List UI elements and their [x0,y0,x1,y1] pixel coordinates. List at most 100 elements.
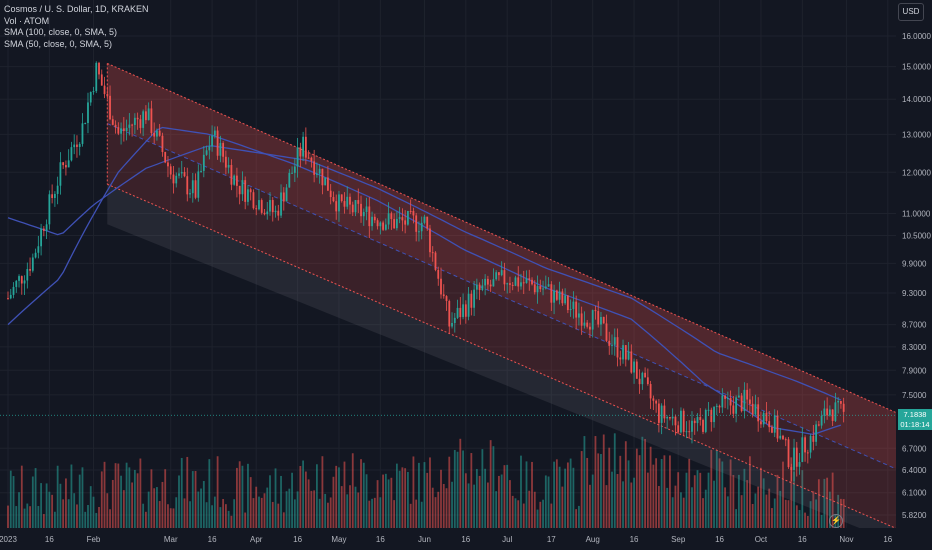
volume-bar [73,493,76,528]
candle [81,113,84,147]
volume-bar [539,501,542,528]
volume-bar [18,492,20,528]
volume-bar [224,504,227,528]
candle [368,197,371,239]
candle [644,367,646,378]
volume-bar [304,471,307,528]
candle [635,359,638,379]
x-tick-label: Jun [418,535,431,544]
volume-bar [809,501,812,528]
volume-bar [669,455,671,528]
candle [713,406,715,428]
volume-bar [310,490,313,528]
candle [793,438,795,481]
x-tick-label: 16 [45,535,54,544]
candle [669,416,671,421]
candle [754,394,757,416]
x-tick-label: 16 [376,535,385,544]
volume-bar [721,461,724,528]
volume-bar [31,476,34,528]
volume-bar [271,501,274,528]
volume-bar [354,486,357,528]
y-tick-label: 6.4000 [902,466,927,475]
candle [291,166,293,174]
volume-bar [431,487,434,528]
volume-bar [103,461,106,528]
time-axis: 2023 16 Feb Mar 16 Apr 16 May 16 Jun 16 Jul 17 Aug 16 S… [0,528,896,550]
volume-bar [732,474,735,528]
candle [809,434,812,459]
volume-bar [136,473,139,528]
volume-bar [81,467,84,528]
volume-bar [329,497,332,528]
candle [249,187,252,201]
volume-bar [211,505,213,528]
bolt-icon[interactable]: ⚡ [829,514,843,528]
volume-bar [514,498,517,528]
candle [470,290,473,316]
volume-bar [191,471,194,528]
candle [473,281,476,316]
volume-bar [765,494,768,528]
candle [282,187,285,211]
volume-bar [525,461,528,528]
candle [136,112,139,130]
volume-bar [550,503,553,528]
volume-bar [178,475,180,528]
candle [655,399,658,413]
sma-lines [7,126,842,436]
volume-bar [241,465,244,528]
candle [489,279,492,292]
candle [544,275,547,290]
volume-bar [407,471,409,528]
volume-bar [826,477,829,528]
candle [89,91,92,106]
volume-bar [362,462,365,528]
candle [186,167,189,202]
volume-bar [743,468,746,528]
volume-bar [164,469,167,528]
candle [133,113,136,134]
currency-button[interactable]: USD [898,3,924,21]
volume-bar [434,497,437,528]
candle [409,199,412,215]
volume-bar [575,509,578,528]
volume-bar [608,447,611,528]
volume-bar [561,486,564,528]
x-tick-label: 16 [461,535,470,544]
candle [831,409,834,427]
volume-bar [804,512,806,528]
candle [304,127,307,165]
candle [677,421,680,435]
candle [45,219,48,239]
volume-bar [671,497,674,528]
volume-bar [688,458,691,528]
volume-bar [238,461,241,528]
volume-bar [340,486,343,528]
y-tick-label: 9.9000 [902,259,927,268]
sma50-line [7,126,842,436]
candle [442,284,445,299]
volume-bar [40,483,42,528]
volume-bar [51,494,54,528]
candle [34,248,37,259]
volume-bar [677,472,680,528]
candle [815,420,817,446]
candle [258,189,260,211]
candle [302,131,305,162]
candle [572,291,575,319]
candle [329,184,332,205]
volume-bar [84,511,87,528]
candle [106,86,109,100]
candle [393,213,396,229]
candle [528,269,531,291]
volume-bar [586,457,589,528]
candle [737,386,740,398]
volume-bar [652,464,655,528]
candle [448,299,451,334]
candle [65,160,67,176]
volume-bar [547,476,550,528]
candle [600,311,602,336]
volume-bar [244,512,247,528]
